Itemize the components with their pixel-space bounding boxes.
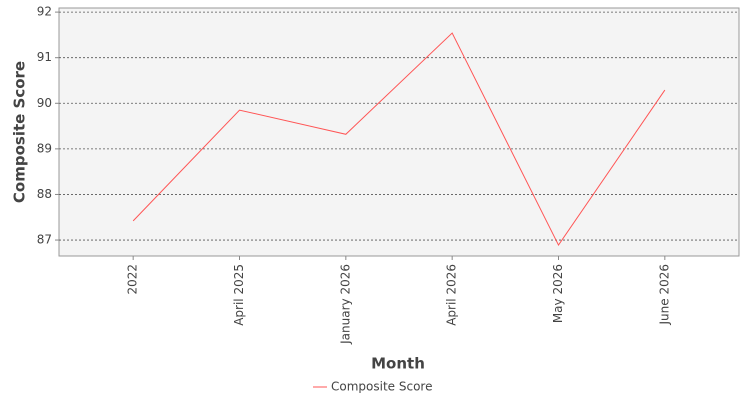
x-tick-label: May 2026: [551, 264, 565, 323]
y-tick-label: 92: [37, 5, 52, 19]
x-tick-label: June 2026: [657, 264, 671, 326]
y-tick-label: 91: [37, 50, 52, 64]
y-tick-label: 88: [37, 187, 52, 201]
y-tick-label: 89: [37, 141, 52, 155]
x-tick-label: January 2026: [338, 264, 352, 345]
data-line: [132, 32, 666, 247]
x-tick-label: 2022: [126, 264, 140, 295]
x-axis-title: Month: [371, 355, 425, 373]
x-tick-label: April 2025: [232, 264, 246, 326]
y-tick-label: 87: [37, 233, 52, 247]
plot-area: [58, 7, 740, 257]
x-tick-label: April 2026: [445, 264, 459, 326]
y-axis-title: Composite Score: [11, 61, 29, 203]
legend-label: Composite Score: [331, 380, 432, 394]
y-tick-label: 90: [37, 96, 52, 110]
